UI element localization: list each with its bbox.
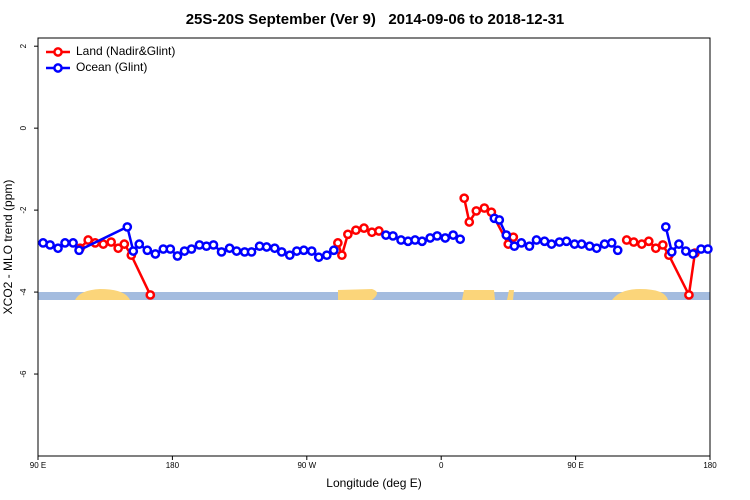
point <box>343 229 353 240</box>
y-axis-label: XCO2 - MLO trend (ppm) <box>1 180 15 315</box>
y-tick-label: 0 <box>19 125 28 130</box>
point <box>351 225 361 236</box>
point <box>660 222 671 232</box>
point <box>216 247 227 257</box>
y-tick-label: -2 <box>19 206 28 214</box>
point <box>628 237 639 247</box>
point <box>128 246 139 256</box>
land-strip <box>507 290 514 300</box>
point <box>657 240 668 250</box>
point <box>145 290 156 300</box>
point <box>172 251 183 261</box>
point <box>337 250 347 261</box>
point <box>306 246 317 256</box>
point <box>479 203 490 213</box>
legend-marker <box>53 63 63 73</box>
point <box>261 242 272 252</box>
y-tick-label: 2 <box>19 43 28 48</box>
point <box>440 233 451 243</box>
point <box>328 245 339 256</box>
x-tick-label: 90 W <box>297 461 316 470</box>
land-strip <box>462 290 495 300</box>
point <box>388 231 398 241</box>
point <box>674 239 684 249</box>
point <box>68 238 78 248</box>
point <box>455 234 466 245</box>
point <box>546 239 557 249</box>
x-tick-label: 180 <box>166 461 180 470</box>
point <box>142 245 153 256</box>
point <box>231 246 242 256</box>
point <box>276 247 287 257</box>
point <box>432 231 443 241</box>
point <box>246 247 257 257</box>
point <box>666 247 677 257</box>
point <box>134 239 145 249</box>
point <box>643 236 654 247</box>
point <box>333 238 343 248</box>
chart-title: 25S-20S September (Ver 9) 2014-09-06 to … <box>186 11 565 28</box>
land-strip <box>338 289 377 300</box>
point <box>106 237 117 247</box>
point <box>269 243 280 254</box>
point <box>284 250 295 261</box>
point <box>703 244 713 254</box>
point <box>321 250 332 261</box>
y-tick-label: -6 <box>19 370 28 378</box>
point <box>165 244 176 254</box>
point <box>417 236 427 247</box>
point <box>464 217 475 227</box>
point <box>45 240 55 250</box>
point <box>688 249 698 259</box>
point <box>501 230 512 240</box>
point <box>208 240 219 250</box>
point <box>150 249 161 259</box>
point <box>531 235 542 245</box>
point <box>186 244 197 254</box>
legend-label: Land (Nadir&Glint) <box>76 44 175 58</box>
point <box>516 238 527 248</box>
land-strip <box>75 289 130 300</box>
point <box>313 252 324 263</box>
point <box>576 239 587 249</box>
x-axis-label: Longitude (deg E) <box>326 476 421 490</box>
point <box>561 236 572 247</box>
point <box>298 245 309 256</box>
point <box>591 243 602 254</box>
point <box>471 206 482 216</box>
x-tick-label: 180 <box>703 461 717 470</box>
point <box>524 241 535 252</box>
point <box>98 239 109 249</box>
x-tick-label: 90 E <box>567 461 583 470</box>
land-mask <box>38 289 710 300</box>
y-tick-label: -4 <box>19 288 28 296</box>
point <box>359 223 369 233</box>
legend-marker <box>53 47 63 57</box>
point <box>684 290 694 300</box>
legend-label: Ocean (Glint) <box>76 60 147 74</box>
point <box>459 193 470 204</box>
point <box>60 238 70 248</box>
point <box>612 245 623 256</box>
point <box>448 230 458 240</box>
point <box>122 222 133 232</box>
land-strip <box>612 289 668 300</box>
x-tick-label: 90 E <box>30 461 46 470</box>
point <box>119 239 130 249</box>
point <box>53 243 63 254</box>
point <box>494 215 505 225</box>
point <box>374 226 384 236</box>
point <box>606 238 617 248</box>
x-tick-label: 0 <box>439 461 444 470</box>
point <box>74 245 84 256</box>
